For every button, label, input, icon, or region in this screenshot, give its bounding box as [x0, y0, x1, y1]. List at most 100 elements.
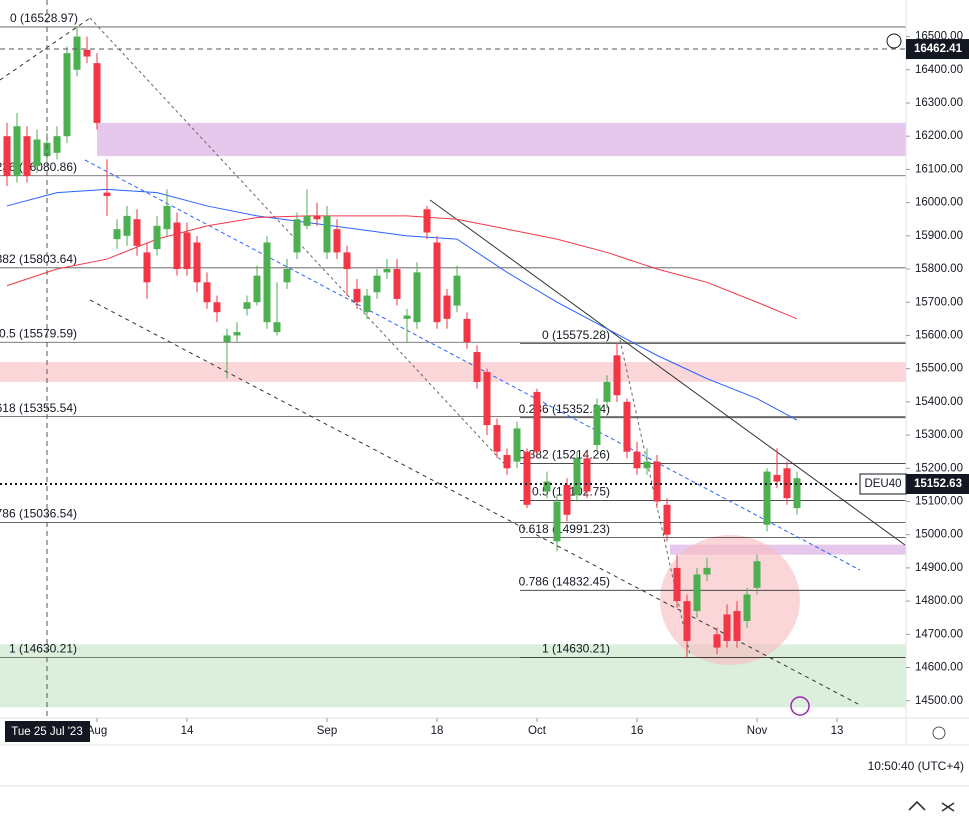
- candle-body: [83, 49, 91, 57]
- candle-body: [103, 192, 111, 196]
- trend-line: [0, 17, 91, 81]
- candle-body: [243, 302, 251, 309]
- candle-body: [293, 219, 301, 253]
- candle-body: [773, 474, 781, 482]
- candle-body: [383, 269, 391, 273]
- candle-body: [443, 295, 451, 319]
- candle-body: [223, 335, 231, 343]
- candle-body: [363, 295, 371, 313]
- candle-body: [603, 381, 611, 402]
- fib-label: 1 (14630.21): [542, 642, 610, 656]
- trend-line: [84, 159, 861, 571]
- candle-body: [393, 269, 401, 299]
- y-tick-label: 16400.00: [915, 64, 963, 76]
- y-tick-label: 15800.00: [915, 263, 963, 275]
- y-tick-label: 15500.00: [915, 363, 963, 375]
- time-label: 10:50:40 (UTC+4): [868, 759, 964, 773]
- x-tick-label: Nov: [747, 725, 768, 737]
- candle-body: [643, 461, 651, 469]
- candle-body: [323, 215, 331, 253]
- crosshair-price: 16462.41: [914, 43, 963, 55]
- fib-label: 0.382 (15214.26): [519, 448, 610, 462]
- candle-body: [153, 225, 161, 250]
- y-tick-label: 15400.00: [915, 396, 963, 408]
- candle-body: [13, 126, 21, 177]
- candle-body: [583, 458, 591, 492]
- trend-line: [89, 299, 861, 706]
- fib-label: 0.5 (15579.59): [0, 326, 77, 340]
- candle-body: [283, 269, 291, 283]
- candle-body: [713, 634, 721, 648]
- candle-body: [733, 611, 741, 641]
- candle-body: [663, 504, 671, 535]
- candle-body: [553, 501, 561, 542]
- candle-body: [193, 242, 201, 283]
- candle-body: [403, 315, 411, 319]
- y-tick-label: 15900.00: [915, 230, 963, 242]
- candle-body: [133, 219, 141, 246]
- candle-body: [673, 567, 681, 602]
- candle-body: [623, 401, 631, 452]
- x-tick-label: 14: [181, 725, 194, 737]
- candle-body: [313, 215, 321, 220]
- candle-body: [23, 136, 31, 177]
- y-tick-label: 14600.00: [915, 662, 963, 674]
- candle-body: [493, 425, 501, 452]
- candle-body: [53, 136, 61, 153]
- trend-line: [429, 199, 906, 546]
- y-tick-label: 15100.00: [915, 496, 963, 508]
- candle-body: [593, 405, 601, 446]
- fib-label: 0.786 (15036.54): [0, 507, 77, 521]
- candle-body: [753, 561, 761, 588]
- candle-body: [563, 484, 571, 515]
- candle-body: [73, 36, 81, 70]
- fib-label: 1 (14630.21): [9, 642, 77, 656]
- candle-body: [433, 242, 441, 323]
- candle-body: [763, 471, 771, 525]
- y-tick-label: 14700.00: [915, 628, 963, 640]
- candle-body: [533, 391, 541, 452]
- y-tick-label: 15200.00: [915, 462, 963, 474]
- candle-body: [343, 252, 351, 270]
- y-tick-label: 16000.00: [915, 197, 963, 209]
- zone: [670, 544, 906, 555]
- event-icon[interactable]: [790, 696, 810, 716]
- candle-body: [513, 428, 521, 462]
- candle-body: [503, 454, 511, 469]
- candle-body: [163, 205, 171, 230]
- y-tick-label: 16300.00: [915, 97, 963, 109]
- candle-body: [413, 272, 421, 323]
- candle-body: [213, 302, 221, 313]
- zone: [0, 644, 906, 708]
- candle-body: [113, 229, 121, 240]
- settings-icon[interactable]: [932, 726, 946, 740]
- crosshair-date: Tue 25 Jul '23: [11, 726, 82, 738]
- candle-body: [793, 478, 801, 509]
- axes: 14500.00 14600.00 14700.00 14800.00 14900.00…: [5, 31, 969, 742]
- add-icon[interactable]: [886, 33, 902, 49]
- candle-body: [93, 63, 101, 123]
- crosshair-price-box: [906, 39, 969, 60]
- moving-average: [6, 215, 798, 320]
- candle-body: [353, 288, 361, 303]
- zone: [0, 362, 906, 382]
- candle-body: [33, 139, 41, 167]
- candle-body: [453, 275, 461, 306]
- candle-body: [43, 142, 51, 157]
- candle-body: [613, 355, 621, 396]
- x-tick-label: 13: [831, 725, 844, 737]
- symbol-label: DEU40: [864, 478, 901, 490]
- plot-area: 0 (16528.97)0.236 (16080.86)0.382 (15803…: [0, 0, 906, 718]
- fib-label: 0.618 (14991.23): [519, 522, 610, 536]
- candle-body: [203, 282, 211, 303]
- moving-average: [6, 188, 798, 421]
- x-tick-label: Aug: [87, 725, 107, 737]
- toolbar-icons[interactable]: [908, 800, 955, 812]
- candle-body: [373, 275, 381, 293]
- x-tick-label: Oct: [528, 725, 547, 737]
- candle-body: [693, 574, 701, 612]
- y-tick-label: 15600.00: [915, 329, 963, 341]
- x-tick-label: 18: [431, 725, 444, 737]
- candle-body: [683, 601, 691, 641]
